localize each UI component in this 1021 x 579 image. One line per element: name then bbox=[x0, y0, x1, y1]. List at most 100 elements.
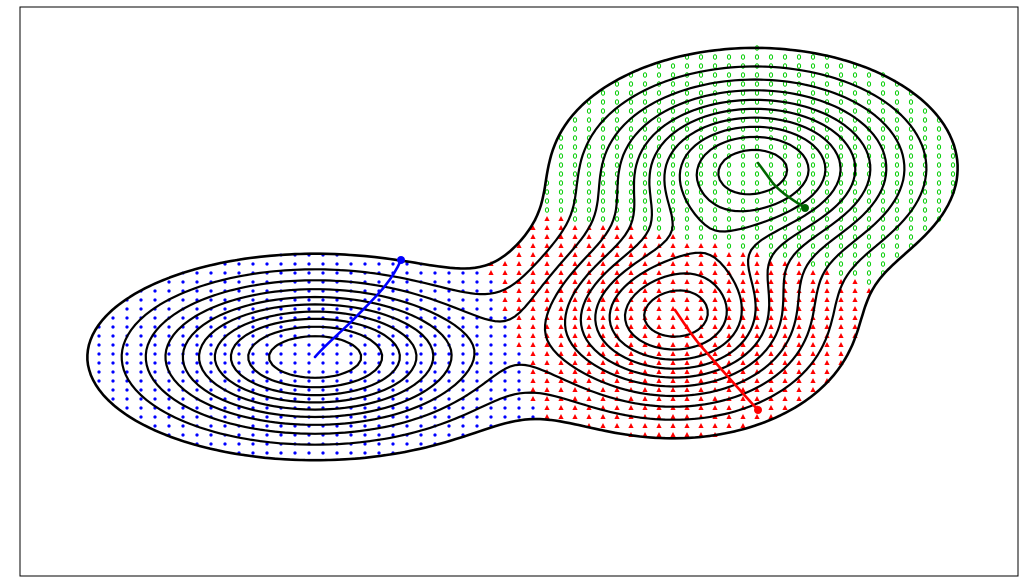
red-sample-point bbox=[712, 288, 718, 293]
blue-sample-point bbox=[447, 325, 451, 329]
red-sample-point bbox=[544, 387, 550, 392]
blue-sample-point bbox=[321, 397, 325, 401]
green-sample-point bbox=[656, 72, 662, 78]
red-sample-point bbox=[572, 333, 578, 338]
blue-sample-point bbox=[209, 370, 213, 374]
green-sample-point bbox=[768, 162, 774, 168]
green-sample-point bbox=[712, 189, 718, 195]
red-sample-point bbox=[642, 396, 648, 401]
red-sample-point bbox=[572, 252, 578, 257]
green-sample-point bbox=[838, 207, 844, 213]
blue-sample-point bbox=[419, 370, 423, 374]
green-sample-point bbox=[586, 117, 592, 123]
blue-sample-point bbox=[181, 424, 185, 428]
blue-sample-point bbox=[475, 424, 479, 428]
green-sample-point bbox=[824, 252, 830, 258]
green-sample-point bbox=[866, 270, 872, 276]
red-sample-point bbox=[614, 234, 620, 239]
blue-sample-point bbox=[419, 361, 423, 365]
red-sample-point bbox=[824, 306, 830, 311]
blue-sample-point bbox=[195, 271, 199, 275]
blue-sample-point bbox=[251, 397, 255, 401]
green-sample-point bbox=[670, 153, 676, 159]
blue-sample-point bbox=[391, 397, 395, 401]
blue-sample-point bbox=[125, 352, 129, 356]
green-sample-point bbox=[810, 99, 816, 105]
blue-sample-point bbox=[237, 271, 241, 275]
green-sample-point bbox=[908, 234, 914, 240]
red-sample-point bbox=[824, 288, 830, 293]
green-sample-point bbox=[698, 90, 704, 96]
red-sample-point bbox=[684, 360, 690, 365]
green-sample-point bbox=[740, 54, 746, 60]
red-sample-point bbox=[698, 423, 704, 428]
blue-sample-point bbox=[489, 289, 493, 293]
red-sample-point bbox=[656, 378, 662, 383]
blue-sample-point bbox=[293, 352, 297, 356]
blue-sample-point bbox=[167, 406, 171, 410]
blue-sample-point bbox=[251, 442, 255, 446]
blue-sample-point bbox=[419, 406, 423, 410]
red-sample-point bbox=[740, 342, 746, 347]
red-sample-point bbox=[782, 396, 788, 401]
green-sample-point bbox=[642, 207, 648, 213]
blue-sample-point bbox=[195, 406, 199, 410]
green-sample-point bbox=[712, 54, 718, 60]
green-sample-point bbox=[894, 216, 900, 222]
blue-sample-point bbox=[405, 262, 409, 266]
green-sample-point bbox=[852, 90, 858, 96]
red-sample-point bbox=[810, 378, 816, 383]
green-sample-point bbox=[684, 126, 690, 132]
blue-sample-point bbox=[461, 298, 465, 302]
blue-sample-point bbox=[517, 388, 521, 392]
red-sample-point bbox=[782, 360, 788, 365]
red-sample-point bbox=[642, 342, 648, 347]
red-sample-point bbox=[558, 387, 564, 392]
red-sample-point bbox=[642, 324, 648, 329]
blue-sample-point bbox=[419, 289, 423, 293]
red-sample-point bbox=[768, 315, 774, 320]
green-sample-point bbox=[558, 207, 564, 213]
blue-sample-point bbox=[447, 406, 451, 410]
green-sample-point bbox=[880, 135, 886, 141]
red-sample-point bbox=[810, 297, 816, 302]
red-sample-point bbox=[754, 315, 760, 320]
blue-sample-point bbox=[349, 325, 353, 329]
red-sample-point bbox=[530, 252, 536, 257]
red-sample-point bbox=[586, 396, 592, 401]
red-sample-point bbox=[558, 225, 564, 230]
red-sample-point bbox=[768, 324, 774, 329]
blue-sample-point bbox=[307, 379, 311, 383]
blue-sample-point bbox=[321, 361, 325, 365]
green-sample-point bbox=[740, 243, 746, 249]
red-sample-point bbox=[782, 333, 788, 338]
blue-sample-point bbox=[293, 361, 297, 365]
blue-sample-point bbox=[447, 298, 451, 302]
red-sample-point bbox=[796, 396, 802, 401]
red-sample-point bbox=[544, 342, 550, 347]
green-sample-point bbox=[754, 72, 760, 78]
green-sample-point bbox=[950, 171, 956, 177]
blue-sample-point bbox=[251, 325, 255, 329]
blue-sample-point bbox=[363, 433, 367, 437]
blue-sample-point bbox=[237, 379, 241, 383]
green-sample-point bbox=[698, 54, 704, 60]
green-sample-point bbox=[628, 144, 634, 150]
blue-sample-point bbox=[167, 415, 171, 419]
blue-sample-point bbox=[335, 361, 339, 365]
green-sample-point bbox=[782, 72, 788, 78]
red-sample-point bbox=[586, 279, 592, 284]
blue-sample-point bbox=[97, 379, 101, 383]
blue-sample-point bbox=[111, 325, 115, 329]
red-sample-point bbox=[586, 234, 592, 239]
red-sample-point bbox=[558, 324, 564, 329]
green-sample-point bbox=[712, 126, 718, 132]
red-sample-point bbox=[712, 261, 718, 266]
green-sample-point bbox=[600, 90, 606, 96]
blue-sample-point bbox=[167, 379, 171, 383]
blue-sample-point bbox=[433, 280, 437, 284]
blue-sample-point bbox=[461, 316, 465, 320]
red-sample-point bbox=[740, 396, 746, 401]
red-sample-point bbox=[530, 324, 536, 329]
red-sample-point bbox=[712, 396, 718, 401]
